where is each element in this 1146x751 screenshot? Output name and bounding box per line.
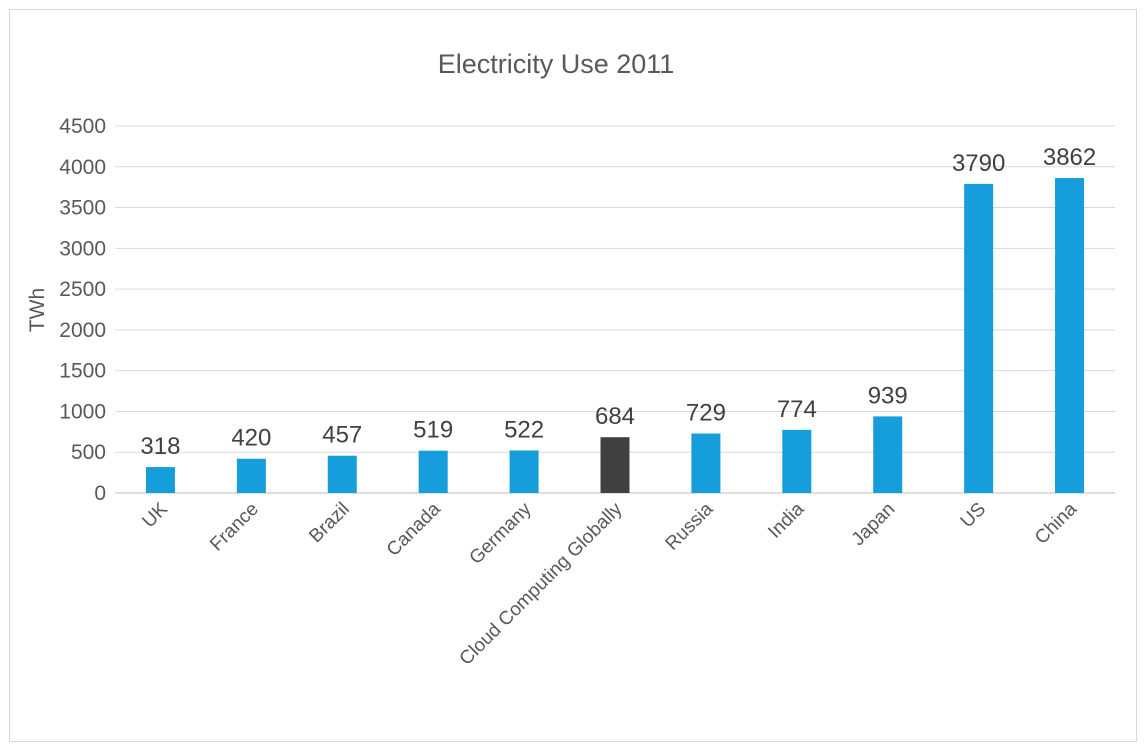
x-tick-label-russia: Russia	[662, 498, 718, 554]
bar-france	[236, 458, 266, 493]
data-label-uk: 318	[140, 433, 180, 460]
x-tick-label-us: US	[957, 499, 991, 533]
bar-canada	[418, 450, 448, 493]
data-label-cloud-computing-globally: 684	[595, 403, 635, 430]
bar-china	[1055, 178, 1085, 493]
y-tick-label: 500	[71, 441, 106, 464]
x-tick-label-india: India	[764, 498, 808, 542]
bar-japan	[873, 416, 903, 493]
bar-uk	[145, 467, 175, 493]
x-tick-label-france: France	[206, 499, 263, 556]
y-axis-label: TWh	[26, 288, 49, 332]
x-tick-label-brazil: Brazil	[305, 499, 353, 547]
bar-russia	[691, 433, 721, 493]
y-tick-label: 4500	[59, 115, 106, 138]
y-tick-label: 2500	[59, 278, 106, 301]
y-tick-label: 3500	[59, 197, 106, 220]
chart-frame	[9, 9, 1137, 742]
data-label-canada: 519	[413, 417, 453, 444]
bar-india	[782, 429, 812, 493]
bar-germany	[509, 450, 539, 493]
bar-brazil	[327, 455, 357, 493]
x-tick-label-cloud-computing-globally: Cloud Computing Globally	[456, 498, 627, 669]
y-tick-label: 1000	[59, 400, 106, 423]
x-tick-label-germany: Germany	[466, 498, 536, 568]
data-label-us: 3790	[952, 150, 1005, 177]
bar-cloud-computing-globally	[600, 437, 630, 493]
data-label-france: 420	[231, 425, 271, 452]
x-tick-label-canada: Canada	[383, 498, 445, 560]
x-tick-label-china: China	[1031, 498, 1081, 548]
x-tick-label-uk: UK	[138, 498, 172, 532]
data-label-japan: 939	[868, 382, 908, 409]
data-label-india: 774	[777, 396, 817, 423]
data-label-russia: 729	[686, 400, 726, 427]
y-tick-label: 4000	[59, 156, 106, 179]
y-tick-label: 1500	[59, 360, 106, 383]
bar-us	[964, 183, 994, 493]
y-tick-label: 0	[94, 482, 106, 505]
y-tick-label: 2000	[59, 319, 106, 342]
x-tick-label-japan: Japan	[848, 499, 899, 550]
chart-title: Electricity Use 2011	[438, 49, 675, 79]
data-label-brazil: 457	[322, 422, 362, 449]
data-label-germany: 522	[504, 416, 544, 443]
y-tick-label: 3000	[59, 237, 106, 260]
data-label-china: 3862	[1043, 144, 1096, 171]
